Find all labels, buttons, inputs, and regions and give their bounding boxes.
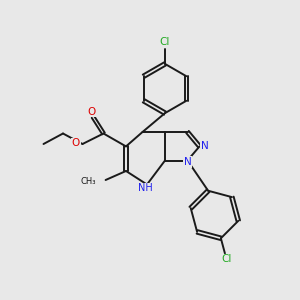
Text: NH: NH <box>138 183 153 193</box>
Text: N: N <box>184 157 191 167</box>
Text: Cl: Cl <box>160 37 170 47</box>
Text: Cl: Cl <box>221 254 232 264</box>
Text: O: O <box>72 138 80 148</box>
Text: O: O <box>87 106 96 117</box>
Text: N: N <box>201 141 209 152</box>
Text: CH₃: CH₃ <box>80 177 96 186</box>
